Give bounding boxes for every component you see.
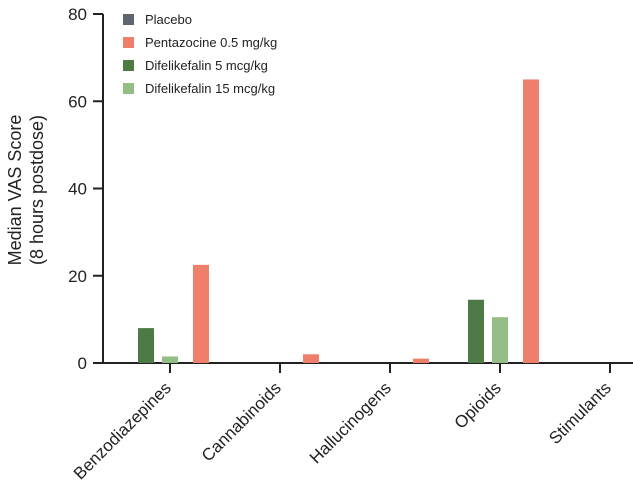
x-tick-label: Benzodiazepines xyxy=(70,378,175,481)
legend-swatch xyxy=(123,60,134,71)
bar xyxy=(193,264,209,363)
legend-swatch xyxy=(123,83,134,94)
y-tick-label: 60 xyxy=(68,92,87,111)
x-tick-label: Hallucinogens xyxy=(306,378,395,467)
y-axis-title-line-2: (8 hours postdose) xyxy=(27,115,47,265)
y-axis-title: Median VAS Score (8 hours postdose) xyxy=(5,115,47,266)
bar xyxy=(413,358,429,363)
bar xyxy=(303,354,319,363)
bars xyxy=(138,79,539,363)
x-tick-label: Stimulants xyxy=(545,378,615,448)
legend-label: Difelikefalin 5 mcg/kg xyxy=(145,58,268,73)
y-tick-label: 80 xyxy=(68,5,87,24)
y-axis-title-line-1: Median VAS Score xyxy=(5,115,25,266)
bar xyxy=(468,299,484,363)
legend-label: Placebo xyxy=(145,12,192,27)
x-tick-label: Cannabinoids xyxy=(198,378,285,465)
legend-swatch xyxy=(123,14,134,25)
y-tick-label: 0 xyxy=(78,354,87,373)
bar xyxy=(162,356,178,363)
x-tick-label: Opioids xyxy=(451,378,505,432)
legend: Placebo Pentazocine 0.5 mg/kg Difelikefali… xyxy=(123,12,277,96)
y-tick-label: 20 xyxy=(68,267,87,286)
bar xyxy=(523,79,539,363)
x-axis-ticks: Benzodiazepines Cannabinoids Hallucinogens… xyxy=(70,363,615,481)
y-axis-ticks: 0 20 40 60 80 xyxy=(68,5,103,373)
legend-label: Difelikefalin 15 mcg/kg xyxy=(145,81,275,96)
legend-label: Pentazocine 0.5 mg/kg xyxy=(145,35,277,50)
y-tick-label: 40 xyxy=(68,180,87,199)
legend-swatch xyxy=(123,37,134,48)
bar xyxy=(138,328,154,363)
bar xyxy=(492,317,508,363)
